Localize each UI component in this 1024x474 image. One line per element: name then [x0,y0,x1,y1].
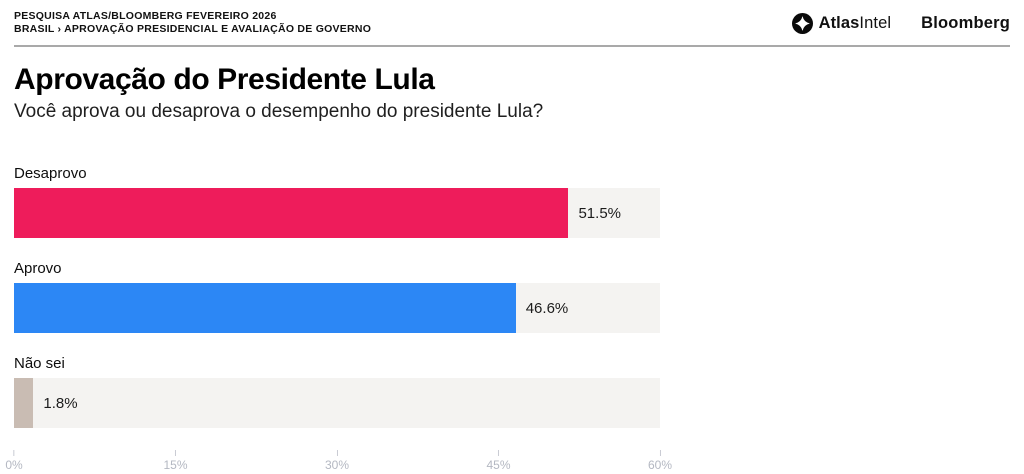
bar-chart: Desaprovo 51.5% Aprovo 46.6% Não sei 1.8… [5,165,672,474]
bar-track: 1.8% [14,378,660,428]
header-logos: AtlasIntel Bloomberg [791,10,1010,34]
bar-track: 51.5% [14,188,660,238]
header: PESQUISA ATLAS/BLOOMBERG FEVEREIRO 2026 … [14,0,1010,36]
page: PESQUISA ATLAS/BLOOMBERG FEVEREIRO 2026 … [5,0,1010,472]
header-divider [14,45,1010,47]
atlasintel-diamond-icon [791,13,813,34]
atlasintel-logo: AtlasIntel [791,13,892,34]
bar-row-desaprovo: Desaprovo 51.5% [14,165,660,238]
tick-label: 45% [486,458,511,472]
tick-label: 60% [647,458,673,472]
x-axis-tick: 45% [486,450,511,472]
chart-question: Você aprova ou desaprova o desempenho do… [14,101,544,122]
bar-value-label: 1.8% [43,394,78,412]
x-axis-tick: 30% [325,450,349,472]
tick-label: 0% [5,458,23,472]
bar-category-label: Desaprovo [14,165,87,182]
tick-mark [659,450,661,456]
bar-category-label: Aprovo [14,260,62,277]
bar-track: 46.6% [14,283,660,333]
bloomberg-logo: Bloomberg [921,14,1010,32]
bar-value-label: 46.6% [525,299,569,317]
tick-mark [13,450,15,456]
bar-aprovo [14,283,516,333]
tick-label: 30% [324,458,350,472]
tick-mark [336,450,338,456]
x-axis-tick: 15% [163,450,188,472]
breadcrumb: BRASIL › APROVAÇÃO PRESIDENCIAL E AVALIA… [14,23,372,35]
tick-mark [498,450,499,456]
survey-name: PESQUISA ATLAS/BLOOMBERG FEVEREIRO 2026 [14,10,277,22]
x-axis-tick: 60% [648,450,672,472]
bar-value-label: 51.5% [578,204,622,222]
bar-category-label: Não sei [14,355,65,372]
atlasintel-wordmark-light: Intel [859,14,892,32]
x-axis-tick: 0% [5,450,23,472]
page-title: Aprovação do Presidente Lula [14,63,435,96]
x-axis: 0% 15% 30% 45% 60% [5,450,672,474]
atlasintel-wordmark-bold: Atlas [818,14,860,32]
tick-mark [175,450,176,456]
header-text-block: PESQUISA ATLAS/BLOOMBERG FEVEREIRO 2026 … [14,10,371,36]
bar-row-nao-sei: Não sei 1.8% [14,355,660,428]
atlasintel-wordmark: AtlasIntel [819,14,892,33]
bar-desaprovo [14,188,569,238]
tick-label: 15% [163,458,188,472]
bar-nao-sei [14,378,34,428]
bar-row-aprovo: Aprovo 46.6% [14,260,660,333]
